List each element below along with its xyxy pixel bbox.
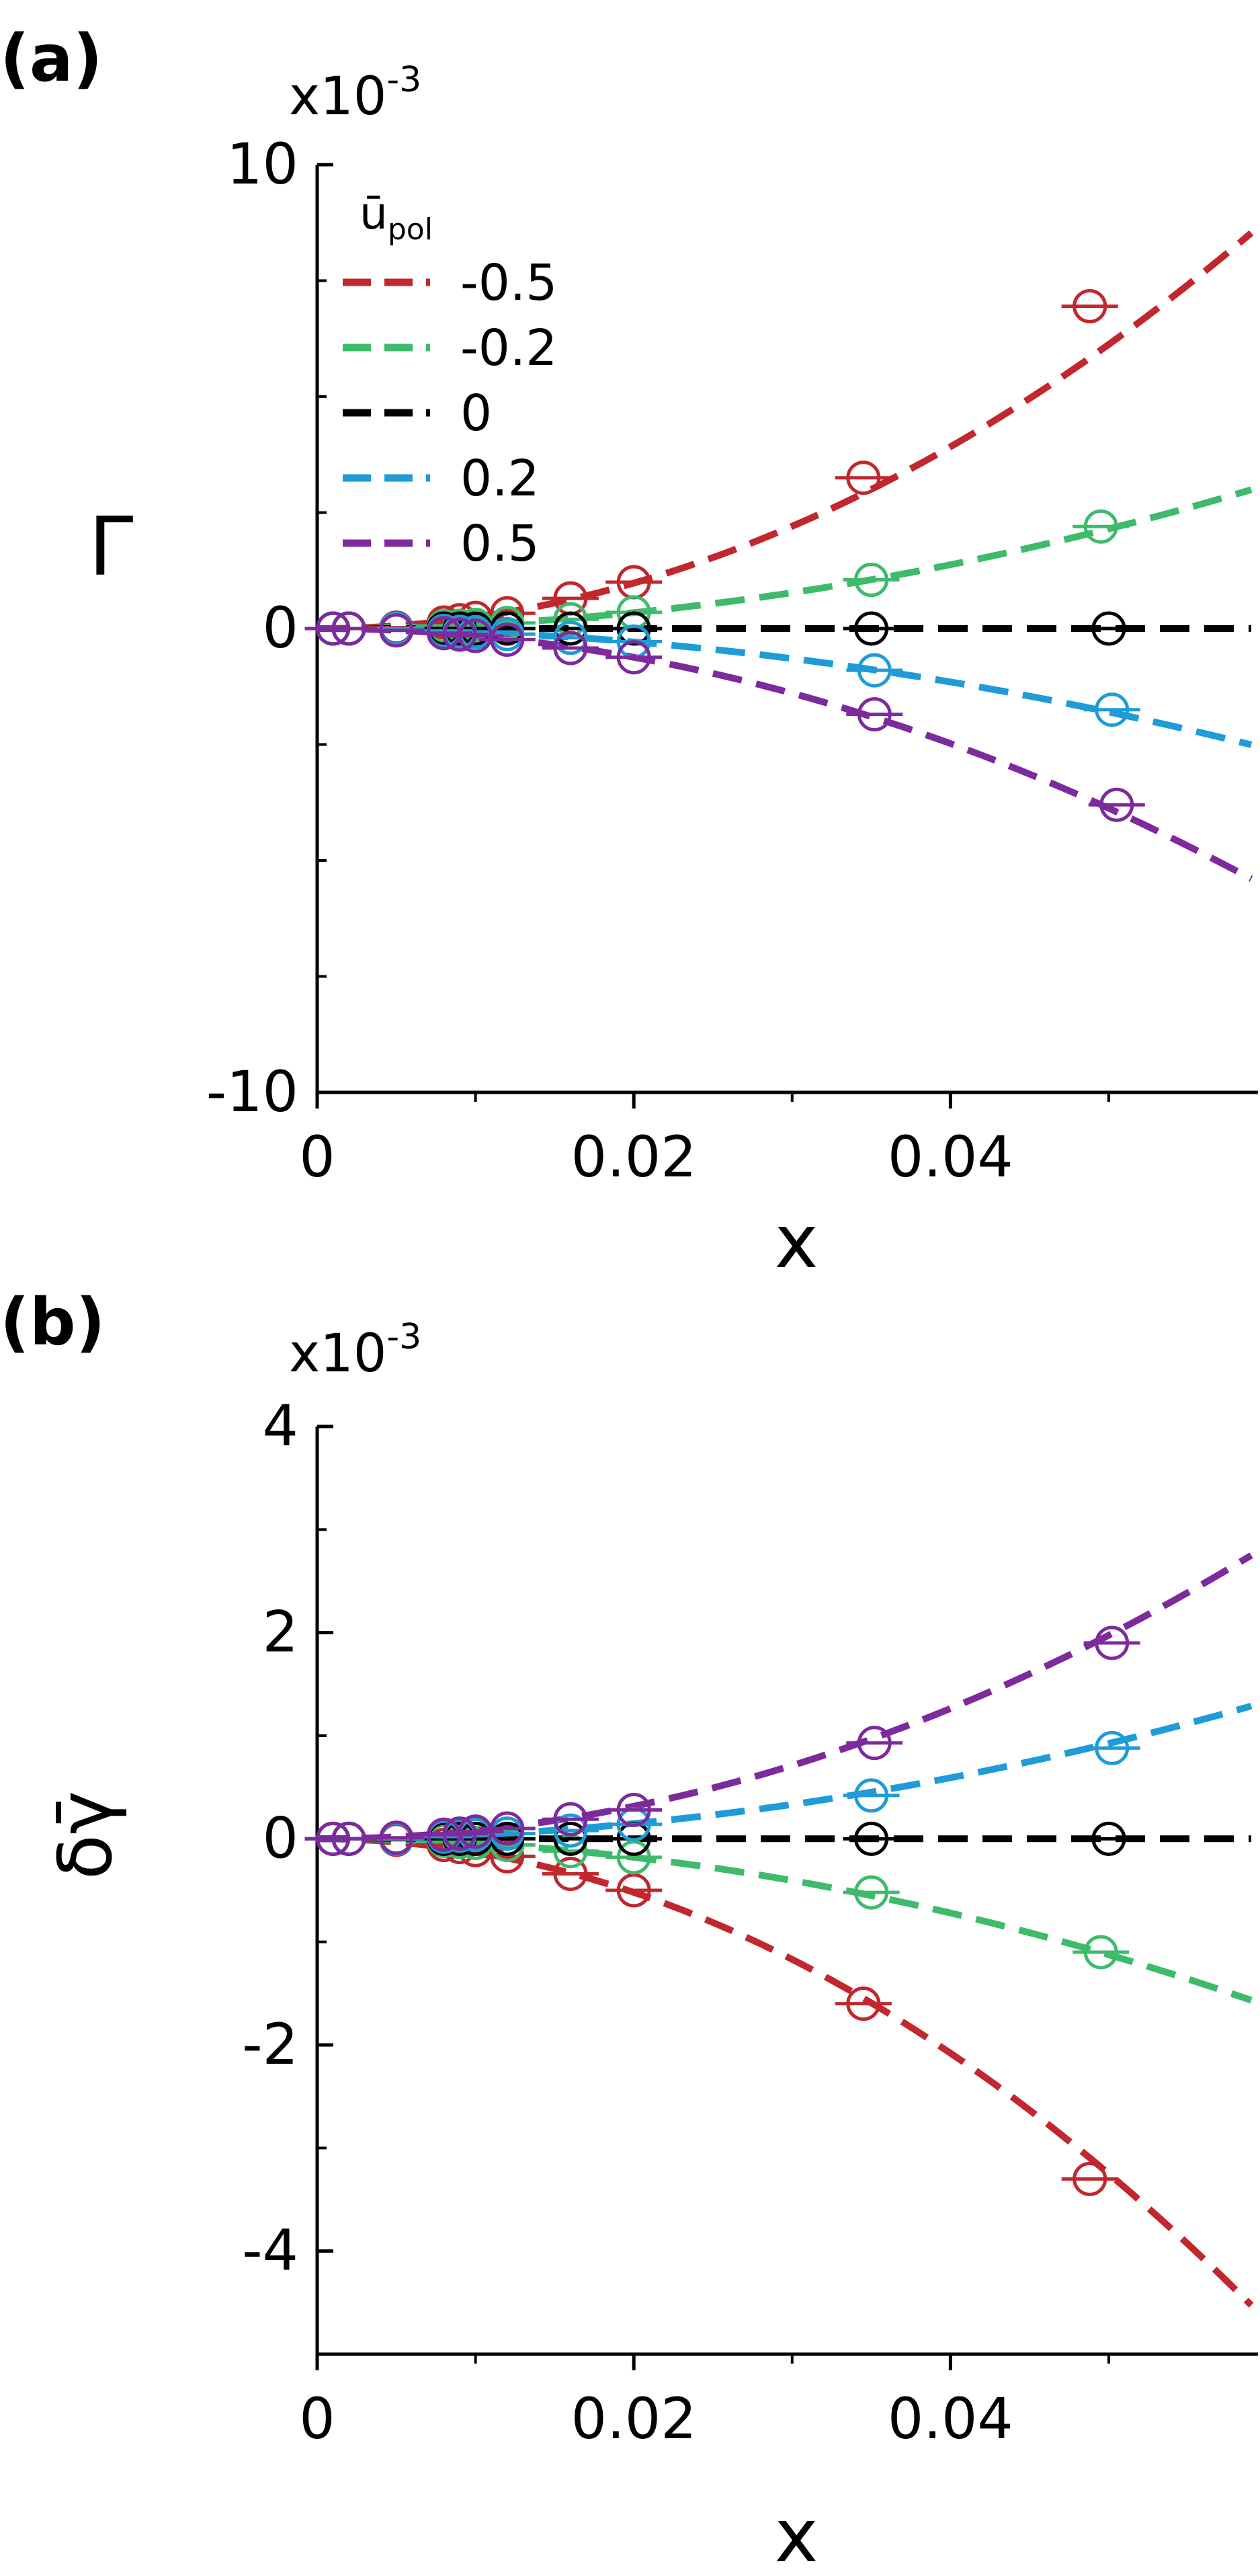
panel-b-data-points: [304, 1625, 1140, 2196]
a-data-point: [553, 602, 588, 637]
panel-b-exponent-sup: -3: [386, 1317, 421, 1357]
a-data-point: [553, 611, 588, 646]
b-data-point: [553, 1821, 588, 1856]
panel-b-exponent-base: x10: [289, 1324, 386, 1384]
b-x-tick-label: 0: [299, 2386, 335, 2452]
panel-b: (b) x10-3 δγ̄ x 4 2 0 -2 -4 0 0.02 0.04: [0, 1285, 1258, 2576]
a-data-point: [854, 611, 889, 646]
b-data-point: [1073, 2161, 1107, 2196]
panel-a-xlabel: x: [774, 1199, 818, 1285]
legend-label: 0: [460, 385, 492, 442]
b-y-tick-label: 0: [263, 1805, 298, 1871]
a-y-tick-label: 0: [263, 595, 298, 661]
panel-b-exponent: x10-3: [289, 1317, 421, 1384]
b-fit-line-0.5: [317, 1552, 1253, 1843]
panel-a: (a) x10-3 Γ x 100-100 0.02 0.04 ūpol -0.5-…: [0, 21, 1258, 1285]
legend-label: 0.5: [460, 515, 540, 573]
a-fit-line--0.5: [317, 230, 1254, 632]
b-data-point: [854, 1821, 889, 1856]
b-data-point: [854, 1778, 889, 1813]
a-data-point: [553, 631, 588, 666]
legend-label: -0.2: [460, 319, 557, 377]
a-data-point: [379, 613, 414, 648]
a-data-point: [616, 640, 651, 675]
b-data-point: [553, 1802, 588, 1837]
a-data-point: [846, 460, 881, 495]
a-data-point: [854, 563, 889, 598]
a-data-point: [1095, 692, 1130, 727]
b-y-tick-label: 2: [263, 1599, 298, 1665]
a-data-point: [616, 611, 651, 646]
panel-b-fit-lines: [317, 1552, 1254, 2308]
a-fit-line-0.5: [317, 625, 1253, 882]
panel-a-exponent-sup: -3: [386, 60, 421, 100]
b-data-point: [490, 1811, 525, 1846]
a-data-point: [490, 622, 525, 657]
panel-a-exponent: x10-3: [289, 60, 421, 127]
a-data-point: [857, 697, 892, 732]
b-data-point: [553, 1813, 588, 1848]
panel-b-ylabel: δγ̄: [42, 1791, 128, 1880]
legend-title-sub: pol: [388, 212, 433, 247]
a-data-point: [1091, 611, 1126, 646]
legend-label: -0.5: [460, 254, 557, 312]
panel-a-axes: 100-100 0.02 0.04: [206, 131, 1258, 1190]
a-fit-line--0.2: [317, 486, 1253, 632]
b-data-point: [616, 1840, 651, 1875]
legend-items: -0.5 -0.2 0 0.2 0.5: [343, 254, 557, 573]
a-x-tick-label: 0: [299, 1124, 335, 1190]
b-data-point: [1095, 1625, 1130, 1660]
panel-a-fit-lines: [317, 230, 1254, 882]
a-y-tick-label: 10: [226, 131, 298, 197]
b-data-point: [857, 1726, 892, 1761]
b-data-point: [1083, 1935, 1118, 1970]
a-x-tick-label: 0.02: [571, 1124, 697, 1190]
b-y-tick-label: -4: [242, 2218, 298, 2284]
b-x-tick-label: 0.04: [888, 2386, 1013, 2452]
legend-label: 0.2: [460, 450, 540, 508]
a-data-point: [331, 611, 366, 646]
b-data-point: [379, 1820, 414, 1855]
a-data-point: [553, 620, 588, 655]
a-data-point: [857, 653, 892, 688]
b-data-point: [854, 1875, 889, 1910]
panel-b-label: (b): [0, 1285, 105, 1360]
b-data-point: [1091, 1821, 1126, 1856]
legend-title: ūpol: [360, 188, 433, 247]
legend-title-main: ū: [360, 188, 388, 239]
b-data-point: [616, 1873, 651, 1908]
panel-b-axes: 4 2 0 -2 -4 0 0.02 0.04: [242, 1393, 1258, 2452]
b-data-point: [331, 1821, 366, 1856]
a-data-point: [1083, 509, 1118, 544]
b-data-point: [442, 1816, 477, 1851]
panel-a-exponent-base: x10: [289, 67, 386, 127]
legend: ūpol -0.5 -0.2 0 0.2 0.5: [343, 188, 557, 573]
b-data-point: [1095, 1730, 1130, 1765]
b-y-tick-label: 4: [263, 1393, 298, 1459]
b-fit-line--0.5: [317, 1835, 1254, 2308]
panel-a-label: (a): [0, 21, 103, 96]
panel-a-data-points: [304, 288, 1145, 822]
b-data-point: [490, 1839, 525, 1874]
a-y-tick-label: -10: [206, 1059, 298, 1125]
a-x-tick-label: 0.04: [888, 1124, 1013, 1190]
a-data-point: [1099, 787, 1134, 822]
b-y-tick-label: -2: [242, 2011, 298, 2077]
b-x-tick-label: 0.02: [571, 2386, 697, 2452]
panel-a-ylabel: Γ: [89, 501, 134, 594]
a-data-point: [1073, 288, 1107, 323]
panel-b-xlabel: x: [774, 2493, 818, 2576]
b-data-point: [553, 1856, 588, 1891]
b-data-point: [846, 1986, 881, 2021]
b-data-point: [616, 1792, 651, 1827]
